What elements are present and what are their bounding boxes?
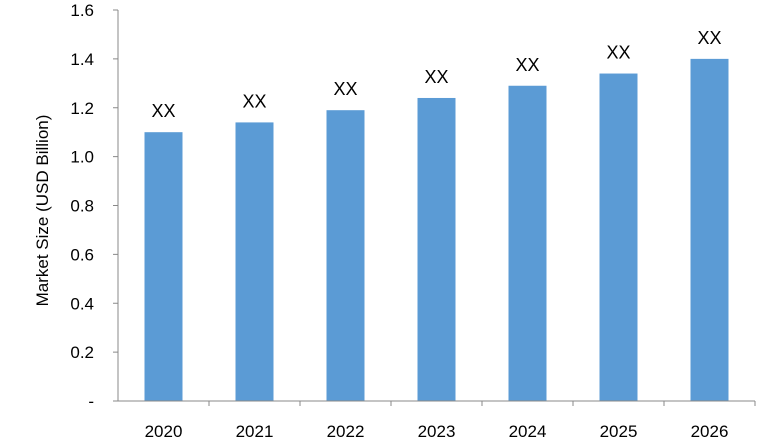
x-tick-label-2023: 2023 — [418, 422, 456, 440]
x-tick-label-2020: 2020 — [145, 422, 183, 440]
bar-2026 — [690, 58, 729, 401]
data-label-2020: XX — [151, 101, 175, 121]
bars-group — [144, 58, 729, 401]
data-label-2026: XX — [697, 28, 721, 48]
x-tick-label-2022: 2022 — [327, 422, 365, 440]
y-tick-label: 0.6 — [70, 245, 94, 264]
bar-2020 — [144, 132, 183, 401]
y-tick-label: - — [88, 392, 94, 411]
y-tick-label: 1.6 — [70, 1, 94, 20]
data-label-2022: XX — [333, 79, 357, 99]
data-label-2023: XX — [424, 67, 448, 87]
bar-2021 — [235, 122, 274, 401]
x-tick-label-2026: 2026 — [691, 422, 729, 440]
y-tick-label: 1.4 — [70, 50, 94, 69]
data-label-2025: XX — [606, 43, 630, 63]
y-axis-ticks: - 0.2 0.4 0.6 0.8 1.0 1.2 1.4 1.6 — [70, 1, 118, 411]
bar-2022 — [326, 110, 365, 401]
y-tick-label: 0.2 — [70, 343, 94, 362]
data-labels-group: XX XX XX XX XX XX XX — [151, 28, 721, 121]
y-tick-label: 0.4 — [70, 294, 94, 313]
bar-2025 — [599, 73, 638, 401]
x-tick-label-2024: 2024 — [509, 422, 547, 440]
y-tick-label: 1.2 — [70, 99, 94, 118]
bar-2024 — [508, 85, 547, 401]
bar-2023 — [417, 97, 456, 401]
x-tick-label-2021: 2021 — [236, 422, 274, 440]
x-tick-label-2025: 2025 — [600, 422, 638, 440]
data-label-2024: XX — [515, 55, 539, 75]
data-label-2021: XX — [242, 91, 266, 111]
y-axis-title: Market Size (USD Billion) — [33, 115, 52, 307]
y-tick-label: 1.0 — [70, 148, 94, 167]
x-axis-ticks: 2020 2021 2022 2023 2024 2025 2026 — [145, 401, 756, 440]
y-tick-label: 0.8 — [70, 197, 94, 216]
